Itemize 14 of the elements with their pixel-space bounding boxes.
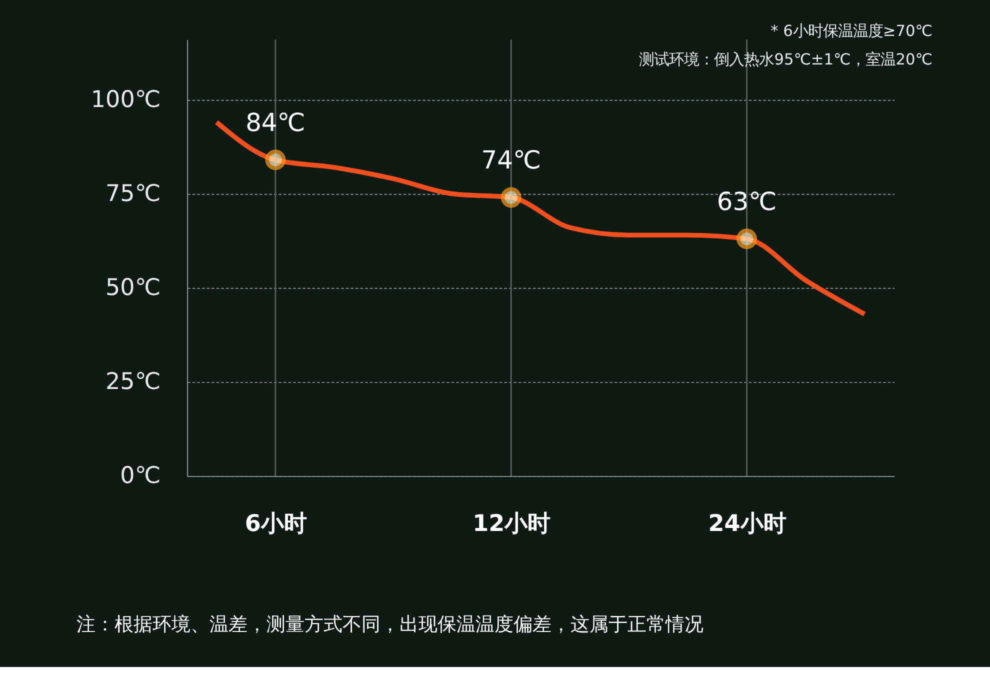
y-tick-label: 50℃	[106, 275, 161, 302]
text: 注：根据环境、温差，测量方式不同，出现保温温度偏差，这属于正常情况	[76, 612, 704, 636]
data-label: 63℃	[716, 187, 777, 216]
y-tick-label: 0℃	[120, 463, 161, 490]
y-tick-label: 25℃	[106, 369, 161, 396]
data-label: 84℃	[246, 108, 306, 138]
data-label: 74℃	[481, 146, 541, 175]
text: * 6小时保温温度≥70℃	[770, 22, 932, 40]
x-tick-label: 6小时	[244, 511, 307, 538]
y-tick-label: 100℃	[90, 86, 161, 113]
annotation: 测试环境：倒入热水95℃±1℃，室温20℃	[639, 50, 932, 69]
y-tick-label: 75℃	[106, 180, 161, 207]
x-tick-label: 12小时	[472, 511, 551, 538]
x-tick-label: 24小时	[708, 511, 786, 538]
